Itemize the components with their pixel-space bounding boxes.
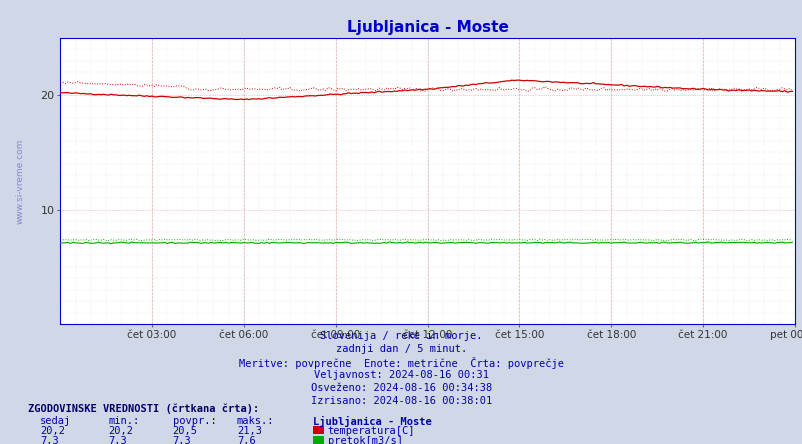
Text: 20,2: 20,2 (40, 426, 65, 436)
Text: min.:: min.: (108, 416, 140, 426)
Text: 7,6: 7,6 (237, 436, 255, 444)
Text: temperatura[C]: temperatura[C] (327, 426, 415, 436)
Text: Ljubljanica - Moste: Ljubljanica - Moste (313, 416, 431, 427)
Text: zadnji dan / 5 minut.: zadnji dan / 5 minut. (335, 344, 467, 354)
Text: 21,3: 21,3 (237, 426, 261, 436)
Text: Veljavnost: 2024-08-16 00:31: Veljavnost: 2024-08-16 00:31 (314, 370, 488, 380)
Text: 7,3: 7,3 (172, 436, 191, 444)
Text: Slovenija / reke in morje.: Slovenija / reke in morje. (320, 331, 482, 341)
Text: povpr.:: povpr.: (172, 416, 216, 426)
Text: 7,3: 7,3 (40, 436, 59, 444)
Text: Meritve: povprečne  Enote: metrične  Črta: povprečje: Meritve: povprečne Enote: metrične Črta:… (239, 357, 563, 369)
Text: 20,5: 20,5 (172, 426, 197, 436)
Text: 20,2: 20,2 (108, 426, 133, 436)
Text: pretok[m3/s]: pretok[m3/s] (327, 436, 402, 444)
Text: sedaj: sedaj (40, 416, 71, 426)
Text: 7,3: 7,3 (108, 436, 127, 444)
Text: ZGODOVINSKE VREDNOSTI (črtkana črta):: ZGODOVINSKE VREDNOSTI (črtkana črta): (28, 403, 259, 414)
Text: Osveženo: 2024-08-16 00:34:38: Osveženo: 2024-08-16 00:34:38 (310, 383, 492, 393)
Text: Izrisano: 2024-08-16 00:38:01: Izrisano: 2024-08-16 00:38:01 (310, 396, 492, 406)
Title: Ljubljanica - Moste: Ljubljanica - Moste (346, 20, 508, 35)
Text: www.si-vreme.com: www.si-vreme.com (15, 138, 24, 224)
Text: maks.:: maks.: (237, 416, 274, 426)
